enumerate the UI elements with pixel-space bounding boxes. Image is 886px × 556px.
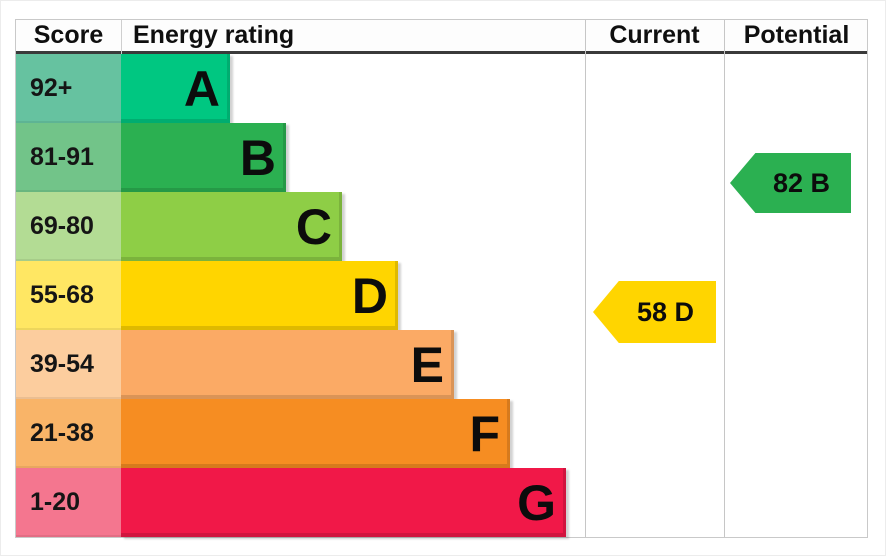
- header-column-divider: [121, 20, 122, 54]
- score-range-label: 69-80: [16, 192, 121, 261]
- current-column-divider: [585, 20, 586, 537]
- potential-column-divider: [724, 20, 725, 537]
- score-column-header: Score: [33, 21, 104, 49]
- score-range-label: 1-20: [16, 468, 121, 537]
- rating-band-letter: G: [517, 474, 556, 531]
- rating-row: 21-38 F: [16, 399, 867, 468]
- rating-row: 1-20 G: [16, 468, 867, 537]
- rating-band-letter: A: [183, 60, 220, 117]
- current-rating-arrow: 58 D: [593, 281, 716, 343]
- potential-column-header: Potential: [743, 21, 850, 49]
- rating-row: 81-91 B: [16, 123, 867, 192]
- rating-band-letter: C: [295, 198, 332, 255]
- rating-table: Score Energy rating Current Potential 92…: [15, 19, 868, 538]
- rating-band-letter: D: [351, 267, 388, 324]
- rating-band-bar: G: [121, 468, 566, 537]
- rating-band-letter: F: [469, 405, 500, 462]
- score-range-label: 81-91: [16, 123, 121, 192]
- score-range-label: 21-38: [16, 399, 121, 468]
- current-rating-label: 58 D: [636, 296, 695, 327]
- rating-band-letter: E: [410, 336, 444, 393]
- table-header: Score Energy rating Current Potential: [16, 20, 867, 54]
- rating-row: 55-68 D: [16, 261, 867, 330]
- potential-rating-arrow: 82 B: [730, 153, 851, 213]
- rating-band-bar: C: [121, 192, 342, 261]
- rating-band-bar: D: [121, 261, 398, 330]
- rating-band-bar: E: [121, 330, 454, 399]
- rating-row: 69-80 C: [16, 192, 867, 261]
- score-range-label: 92+: [16, 54, 121, 123]
- rating-band-bar: B: [121, 123, 286, 192]
- rating-band-bar: A: [121, 54, 230, 123]
- rating-band-bar: F: [121, 399, 510, 468]
- rating-row: 92+ A: [16, 54, 867, 123]
- rating-row: 39-54 E: [16, 330, 867, 399]
- potential-rating-label: 82 B: [772, 167, 831, 198]
- score-range-label: 55-68: [16, 261, 121, 330]
- rating-band-letter: B: [239, 129, 276, 186]
- rating-rows: 92+ A 81-91 B 69-80 C 55-68 D 39-54 E 21…: [16, 54, 867, 537]
- energy-rating-column-header: Energy rating: [133, 21, 295, 49]
- score-range-label: 39-54: [16, 330, 121, 399]
- current-column-header: Current: [609, 21, 700, 49]
